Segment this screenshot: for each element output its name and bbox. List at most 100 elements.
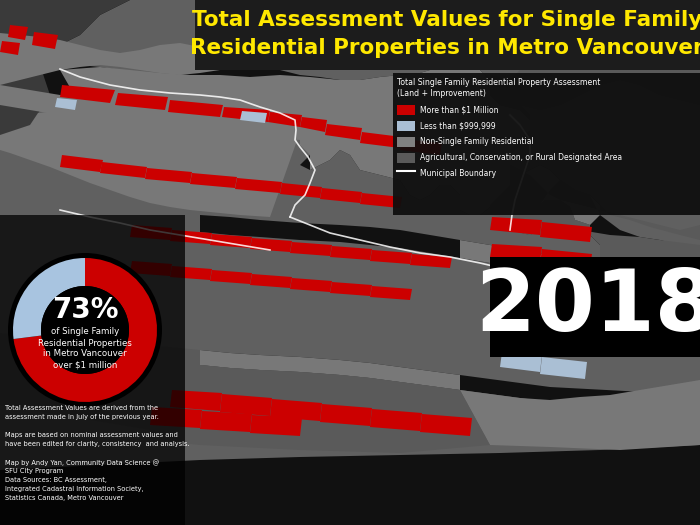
Polygon shape [540, 277, 587, 299]
Polygon shape [490, 244, 542, 262]
Polygon shape [250, 274, 292, 288]
Polygon shape [145, 168, 192, 183]
Polygon shape [540, 305, 587, 327]
Polygon shape [370, 250, 412, 264]
Polygon shape [0, 65, 600, 235]
Bar [397, 121, 415, 131]
Polygon shape [200, 215, 700, 295]
Polygon shape [410, 254, 452, 268]
Text: in Metro Vancouver: in Metro Vancouver [43, 350, 127, 359]
Polygon shape [0, 85, 300, 140]
Polygon shape [170, 230, 212, 244]
Polygon shape [370, 409, 422, 431]
Polygon shape [370, 286, 412, 300]
Text: have been edited for clarity, consistency  and analysis.: have been edited for clarity, consistenc… [5, 441, 190, 447]
Bar [195, 0, 700, 70]
Circle shape [8, 253, 162, 407]
Wedge shape [13, 258, 157, 402]
Polygon shape [55, 98, 77, 110]
Polygon shape [235, 178, 282, 193]
Polygon shape [32, 32, 58, 49]
Wedge shape [13, 258, 85, 339]
Bar [393, 73, 700, 215]
Polygon shape [360, 132, 402, 148]
Text: Statistics Canada, Metro Vancouver: Statistics Canada, Metro Vancouver [5, 495, 123, 501]
Polygon shape [300, 117, 327, 132]
Text: More than $1 Million: More than $1 Million [420, 106, 498, 114]
Bar [397, 137, 415, 147]
Bar [490, 257, 700, 357]
Polygon shape [200, 350, 700, 410]
Polygon shape [420, 414, 472, 436]
Polygon shape [250, 415, 302, 436]
Bar [0, 215, 185, 525]
Polygon shape [250, 238, 292, 252]
Polygon shape [168, 100, 223, 117]
Polygon shape [500, 327, 542, 347]
Text: Non-Single Family Residential: Non-Single Family Residential [420, 138, 533, 146]
Text: Total Single Family Residential Property Assessment: Total Single Family Residential Property… [397, 78, 601, 87]
Polygon shape [400, 139, 442, 155]
Text: Map by Andy Yan, Community Data Science @: Map by Andy Yan, Community Data Science … [5, 459, 160, 466]
Text: Agricultural, Conservation, or Rural Designated Area: Agricultural, Conservation, or Rural Des… [420, 153, 622, 163]
Text: over $1 million: over $1 million [52, 361, 117, 370]
Polygon shape [220, 394, 272, 416]
Polygon shape [0, 0, 240, 85]
Polygon shape [222, 107, 270, 122]
Polygon shape [540, 222, 592, 242]
Polygon shape [200, 411, 252, 432]
Text: Integrated Cadastral Information Society,: Integrated Cadastral Information Society… [5, 486, 144, 492]
Polygon shape [510, 0, 700, 110]
Text: Municipal Boundary: Municipal Boundary [420, 170, 496, 179]
Text: Total Assessment Values for Single Family: Total Assessment Values for Single Famil… [192, 10, 700, 30]
Polygon shape [540, 357, 587, 379]
Polygon shape [115, 93, 168, 110]
Polygon shape [130, 261, 172, 276]
Text: Less than $999,999: Less than $999,999 [420, 121, 496, 131]
Polygon shape [290, 242, 332, 256]
Text: SFU City Program: SFU City Program [5, 468, 63, 474]
Polygon shape [60, 155, 103, 172]
Polygon shape [268, 112, 302, 127]
Polygon shape [0, 0, 130, 135]
Polygon shape [150, 407, 202, 428]
Polygon shape [330, 282, 372, 296]
Polygon shape [8, 25, 28, 40]
Polygon shape [0, 445, 700, 525]
Polygon shape [170, 390, 222, 411]
Polygon shape [325, 124, 362, 140]
Polygon shape [0, 41, 20, 55]
Polygon shape [540, 249, 592, 269]
Bar [397, 153, 415, 163]
Polygon shape [330, 246, 372, 260]
Polygon shape [545, 320, 592, 342]
Polygon shape [210, 234, 252, 248]
Polygon shape [490, 217, 542, 235]
Text: assessment made in July of the previous year.: assessment made in July of the previous … [5, 414, 159, 420]
Text: 2018: 2018 [475, 266, 700, 349]
Polygon shape [190, 173, 237, 188]
Polygon shape [500, 272, 542, 292]
Polygon shape [0, 333, 490, 453]
Polygon shape [490, 75, 700, 277]
Polygon shape [170, 266, 212, 280]
Polygon shape [60, 85, 115, 103]
Polygon shape [500, 300, 542, 320]
Text: Residential Properties: Residential Properties [38, 339, 132, 348]
Bar [397, 105, 415, 115]
Polygon shape [200, 240, 700, 450]
Text: (Land + Improvement): (Land + Improvement) [397, 89, 486, 98]
Text: 73%: 73% [52, 296, 118, 324]
Polygon shape [500, 290, 547, 310]
Text: Data Sources: BC Assessment,: Data Sources: BC Assessment, [5, 477, 107, 483]
Text: Residential Properties in Metro Vancouver: Residential Properties in Metro Vancouve… [190, 38, 700, 58]
Text: Maps are based on nominal assessment values and: Maps are based on nominal assessment val… [5, 432, 178, 438]
Polygon shape [240, 111, 267, 123]
Polygon shape [0, 0, 130, 135]
Polygon shape [320, 188, 362, 203]
Polygon shape [500, 315, 547, 335]
Polygon shape [130, 225, 172, 240]
Polygon shape [270, 399, 322, 421]
Polygon shape [290, 278, 332, 292]
Polygon shape [320, 404, 372, 426]
